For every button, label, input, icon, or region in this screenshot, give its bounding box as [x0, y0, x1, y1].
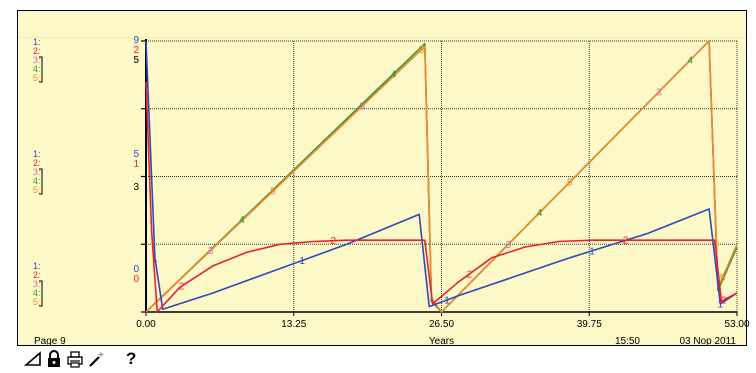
series-2-marker-label: 2	[467, 270, 473, 281]
scale-value: 1	[133, 159, 139, 170]
scale-label-series-1: 1:	[33, 37, 41, 47]
series-5-marker-label: 5	[720, 273, 726, 284]
lock-icon[interactable]	[45, 349, 63, 369]
graph-toolbar: ?	[24, 348, 136, 370]
status-date: 03 Nop 2011	[679, 336, 736, 347]
scale-label-series-3: 3:	[33, 55, 41, 65]
print-icon[interactable]	[66, 349, 84, 369]
help-button[interactable]: ?	[126, 349, 137, 368]
series-3-marker-label: 3	[360, 101, 366, 112]
scale-value: 3	[133, 182, 139, 193]
scale-value: 0	[133, 274, 139, 285]
series-3-marker-label: 3	[208, 246, 214, 257]
scale-value: 5	[133, 149, 139, 160]
series-4-marker-label: 4	[239, 215, 245, 226]
series-1-marker-label: 1	[717, 299, 723, 310]
series-5-marker-label: 5	[270, 186, 276, 197]
magic-wand-icon[interactable]	[87, 349, 105, 369]
scale-label-series-4: 4:	[33, 288, 41, 298]
scale-bracket	[39, 280, 43, 307]
series-2-marker-label: 2	[623, 236, 629, 247]
series-4-marker-label: 4	[391, 69, 397, 80]
series-2-marker-label: 2	[179, 282, 185, 293]
series-3-marker-label: 3	[656, 87, 662, 98]
scale-bracket	[39, 56, 43, 83]
scale-label-series-3: 3:	[33, 167, 41, 177]
series-1-marker-label: 1	[152, 253, 158, 264]
graph-header-bar	[18, 11, 746, 38]
series-2-line	[145, 81, 738, 313]
series-5-marker-label: 5	[567, 178, 573, 189]
page-label: Page 9	[34, 336, 66, 347]
scale-label-series-4: 4:	[33, 64, 41, 74]
series-4-marker-label: 4	[687, 56, 693, 67]
scale-value: 9	[133, 35, 139, 46]
series-2-marker-label: 2	[721, 295, 727, 306]
x-tick-label: 26.50	[429, 319, 454, 330]
scale-label-series-5: 5:	[33, 185, 41, 195]
scale-label-series-2: 2:	[33, 46, 41, 56]
x-axis-title: Years	[429, 336, 454, 347]
series-2-marker-label: 2	[331, 236, 337, 247]
scale-label-series-2: 2:	[33, 158, 41, 168]
series-1-marker-label: 1	[299, 256, 305, 267]
scale-value: 0	[133, 264, 139, 275]
scale-label-series-5: 5:	[33, 297, 41, 307]
series-1-marker-label: 1	[589, 246, 595, 257]
status-time: 15:50	[615, 336, 640, 347]
scale-value: 5	[133, 55, 139, 66]
x-tick-label: 0.00	[136, 319, 156, 330]
scale-label-series-2: 2:	[33, 270, 41, 280]
x-tick-label: 39.75	[577, 319, 602, 330]
series-1-line	[145, 40, 738, 311]
scale-bracket	[39, 168, 43, 195]
scale-label-series-5: 5:	[33, 73, 41, 83]
series-3-marker-label: 3	[506, 240, 512, 251]
scale-label-series-3: 3:	[33, 279, 41, 289]
x-tick-label: 53.00	[724, 319, 749, 330]
series-5-marker-label: 5	[419, 45, 425, 56]
series-4-marker-label: 4	[537, 208, 543, 219]
scale-value: 2	[133, 45, 139, 56]
scale-label-series-1: 1:	[33, 261, 41, 271]
scale-label-series-4: 4:	[33, 176, 41, 186]
graph-pad	[17, 10, 747, 346]
pin-icon[interactable]	[24, 349, 42, 369]
series-1-marker-label: 1	[444, 295, 450, 306]
x-tick-label: 13.25	[281, 319, 306, 330]
scale-label-series-1: 1:	[33, 149, 41, 159]
